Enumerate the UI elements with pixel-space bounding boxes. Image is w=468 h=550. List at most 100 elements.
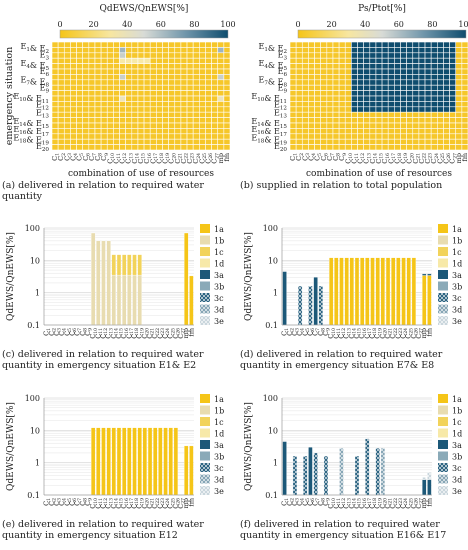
- heatmap-cell: [295, 101, 303, 108]
- heatmap-cell: [406, 95, 414, 102]
- heatmap-cell: [430, 68, 438, 75]
- heatmap-cell: [351, 117, 358, 124]
- heatmap-cell: [344, 128, 352, 135]
- heatmap-cell: [125, 95, 133, 102]
- heatmap-cell: [57, 63, 65, 70]
- heatmap-cell: [217, 144, 225, 151]
- heatmap-cell: [94, 63, 102, 70]
- bar-segment-3c: [303, 455, 308, 496]
- heatmap-cell: [131, 63, 139, 70]
- heatmap-cell: [400, 74, 407, 81]
- heatmap-cell: [125, 101, 133, 108]
- heatmap-cell: [217, 52, 225, 59]
- heatmap-cell: [338, 144, 346, 151]
- heatmap-cell: [192, 52, 200, 59]
- heatmap-cell: [211, 101, 219, 108]
- heatmap-cell: [338, 106, 346, 113]
- heatmap-cell: [443, 74, 450, 81]
- heatmap-cell: [308, 111, 315, 118]
- heatmap-cell: [76, 138, 83, 145]
- heatmap-cell: [223, 133, 231, 140]
- heatmap-cell: [223, 68, 231, 75]
- heatmap-cell: [162, 111, 169, 118]
- heatmap-cell: [357, 128, 364, 135]
- heatmap-cell: [301, 111, 309, 118]
- x-tick-label: C5: [63, 498, 73, 506]
- heatmap-cell: [363, 122, 371, 129]
- bar-chart-e: 0.1110100QdEWS/QnEWS[%]C1C2C3C4C5C6C7C8C…: [6, 394, 224, 509]
- x-tick-label: C14: [131, 153, 141, 164]
- heatmap-cell: [363, 106, 371, 113]
- heatmap-cell: [443, 41, 450, 48]
- heatmap-cell: [418, 122, 426, 129]
- bar-chart-d: 0.1110100QdEWS/QnEWS[%]C1C2C3C4C5C6C7C8C…: [244, 224, 462, 339]
- heatmap-cell: [106, 74, 114, 81]
- heatmap-cell: [106, 95, 114, 102]
- heatmap-cell: [412, 68, 420, 75]
- heatmap-cell: [192, 128, 200, 135]
- heatmap-cell: [180, 57, 188, 64]
- heatmap-cell: [301, 122, 309, 129]
- heatmap-cell: [424, 128, 432, 135]
- heatmap-cell: [119, 117, 126, 124]
- heatmap-cell: [295, 133, 303, 140]
- heatmap-cell: [381, 47, 389, 54]
- heatmap-cell: [94, 79, 102, 86]
- x-tick-label: C25: [436, 153, 446, 164]
- heatmap-cell: [351, 63, 358, 70]
- heatmap-cell: [369, 111, 377, 118]
- heatmap-cell: [174, 95, 182, 102]
- heatmap-cell: [76, 63, 83, 70]
- heatmap-cell: [137, 68, 145, 75]
- heatmap-cell: [94, 52, 102, 59]
- heatmap-cell: [70, 41, 77, 48]
- heatmap-cell: [400, 90, 407, 97]
- heatmap-cell: [326, 79, 334, 86]
- heatmap-cell: [424, 68, 432, 75]
- heatmap-cell: [88, 117, 96, 124]
- heatmap-cell: [326, 41, 334, 48]
- legend-swatch-3a: [438, 270, 448, 279]
- heatmap-cell: [295, 74, 303, 81]
- x-tick-label: C21: [174, 153, 184, 164]
- bar-segment-1b: [96, 240, 101, 326]
- heatmap-cell: [57, 106, 65, 113]
- bar-segment-3a: [427, 479, 432, 496]
- heatmap-cell: [351, 106, 358, 113]
- heatmap-cell: [156, 74, 163, 81]
- heatmap-cell: [289, 95, 297, 102]
- heatmap-cell: [424, 47, 432, 54]
- heatmap-cell: [76, 52, 83, 59]
- heatmap-cell: [94, 117, 102, 124]
- heatmap-cell: [387, 122, 395, 129]
- heatmap-cell: [180, 122, 188, 129]
- colorbar-tick: 80: [189, 20, 199, 29]
- heatmap-cell: [332, 90, 340, 97]
- heatmap-cell: [295, 144, 303, 151]
- heatmap-cell: [100, 63, 108, 70]
- x-tick-label: C19: [374, 328, 384, 339]
- heatmap-cell: [289, 144, 297, 151]
- bar-segment-1a: [344, 257, 349, 326]
- heatmap-cell: [332, 63, 340, 70]
- heatmap-cell: [125, 63, 133, 70]
- heatmap-cell: [100, 133, 108, 140]
- heatmap-cell: [149, 52, 157, 59]
- heatmap-cell: [338, 95, 346, 102]
- heatmap-cell: [70, 111, 77, 118]
- heatmap-cell: [186, 84, 194, 91]
- heatmap-cell: [443, 47, 450, 54]
- heatmap-cell: [205, 128, 212, 135]
- heatmap-cell: [174, 74, 182, 81]
- bar-segment-1a: [96, 427, 101, 496]
- heatmap-cell: [443, 68, 450, 75]
- heatmap-cell: [174, 117, 182, 124]
- heatmap-cell: [381, 41, 389, 48]
- legend-swatch-3d: [200, 304, 210, 314]
- bar-segment-3d: [339, 448, 344, 496]
- heatmap-cell: [332, 57, 340, 64]
- heatmap-cell: [100, 122, 108, 129]
- heatmap-cell: [363, 63, 371, 70]
- heatmap-cell: [199, 117, 206, 124]
- heatmap-cell: [344, 138, 352, 145]
